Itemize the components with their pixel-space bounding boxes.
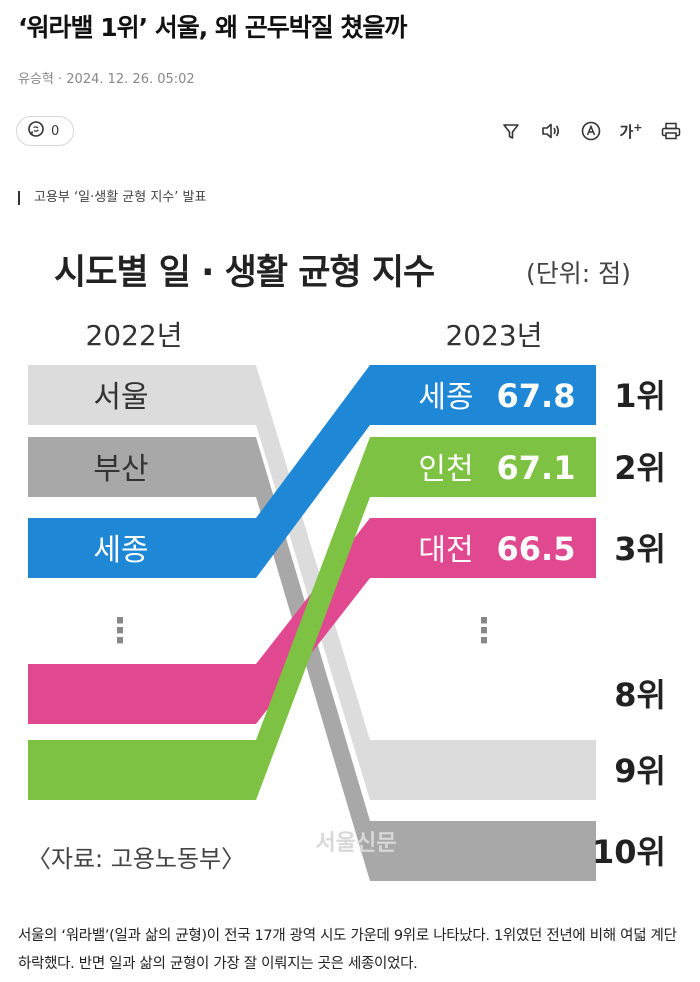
speaker-icon[interactable] bbox=[538, 118, 564, 144]
left-year-label: 2022년 bbox=[85, 319, 182, 352]
right-label: 세종 bbox=[418, 380, 473, 415]
band-세종 bbox=[28, 365, 596, 578]
value-label: 67.8 bbox=[497, 377, 576, 415]
rank-label: 10위 bbox=[592, 833, 666, 871]
rank-label: 3위 bbox=[614, 530, 666, 568]
left-label: 서울 bbox=[93, 380, 148, 415]
article-headline: ‘워라밸 1위’ 서울, 왜 곤두박질 쳤을까 bbox=[18, 13, 407, 42]
comment-icon bbox=[27, 120, 45, 142]
rank-label: 8위 bbox=[614, 676, 666, 714]
article-body: 서울의 ‘워라밸’(일과 삶의 균형)이 전국 17개 광역 시도 가운데 9위… bbox=[18, 928, 677, 972]
right-label: 인천 bbox=[418, 452, 473, 487]
ellipsis-mark: ⋮ bbox=[467, 611, 501, 651]
font-size-label: 가 bbox=[619, 122, 634, 141]
article-toolbar: 0 가 + bbox=[16, 116, 684, 148]
rank-label: 1위 bbox=[614, 377, 666, 415]
filter-icon[interactable] bbox=[498, 118, 524, 144]
right-label: 대전 bbox=[418, 533, 473, 568]
ellipsis-mark: ⋮ bbox=[103, 611, 137, 651]
slope-chart: 시도별 일 · 생활 균형 지수 (단위: 점) 2022년 2023년 서울부… bbox=[16, 222, 684, 904]
chart-unit: (단위: 점) bbox=[526, 259, 631, 288]
value-label: 67.1 bbox=[497, 449, 576, 487]
font-size-icon[interactable]: 가 + bbox=[619, 120, 643, 141]
band-서울 bbox=[28, 365, 596, 800]
rank-label: 9위 bbox=[614, 752, 666, 790]
band-인천 bbox=[28, 437, 596, 800]
left-label: 부산 bbox=[93, 452, 148, 487]
print-icon[interactable] bbox=[658, 118, 684, 144]
comment-count: 0 bbox=[51, 123, 60, 139]
value-label: 66.5 bbox=[497, 530, 576, 568]
chart-title: 시도별 일 · 생활 균형 지수 bbox=[54, 253, 434, 293]
image-caption: 고용부 ‘일·생활 균형 지수’ 발표 bbox=[18, 191, 206, 205]
band-부산 bbox=[28, 437, 596, 881]
comment-button[interactable]: 0 bbox=[16, 116, 75, 146]
right-year-label: 2023년 bbox=[445, 319, 542, 352]
translate-icon[interactable] bbox=[578, 118, 604, 144]
source-label: 〈자료: 고용노동부〉 bbox=[27, 845, 245, 873]
rank-label: 2위 bbox=[614, 449, 666, 487]
article-byline: 유승혁 · 2024. 12. 26. 05:02 bbox=[18, 72, 195, 87]
watermark: 서울신문 bbox=[316, 831, 397, 856]
left-label: 세종 bbox=[93, 533, 148, 568]
